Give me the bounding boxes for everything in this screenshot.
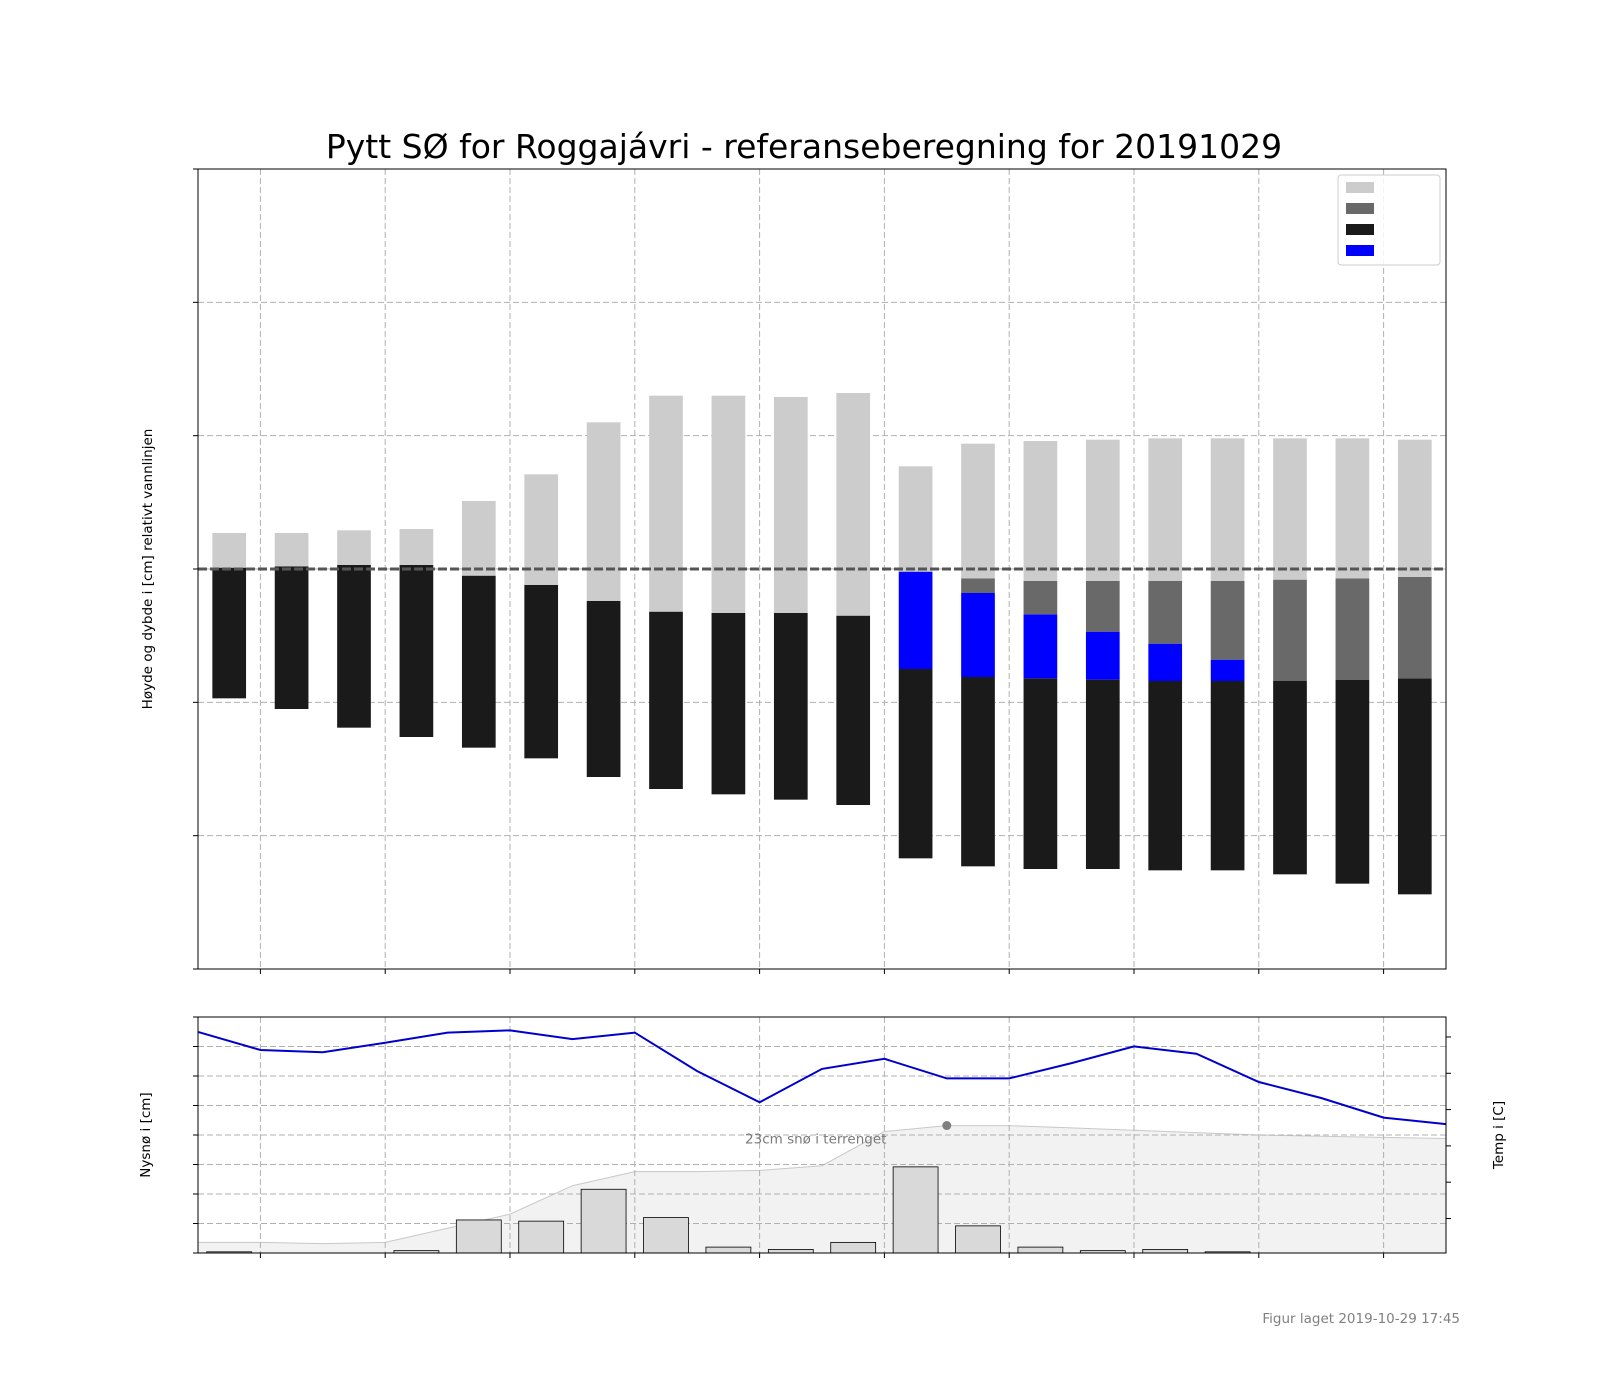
stalis-bar (461, 575, 496, 748)
lower-right-y-axis-ticks (1446, 1036, 1451, 1220)
snowfall-bar (892, 1166, 939, 1254)
snowfall-bar (705, 1246, 752, 1254)
snow-bar (399, 529, 434, 565)
footer-timestamp: Figur laget 2019-10-29 17:45 (1262, 1311, 1460, 1327)
sorpeis-bar (961, 578, 995, 593)
snowfall-bar (643, 1217, 689, 1254)
snow-bar (461, 501, 496, 576)
stalis-bar (524, 585, 559, 759)
stalis-bar (1210, 681, 1245, 871)
snowfall-bar (767, 1249, 814, 1254)
legend-swatch-sorpe (1346, 245, 1374, 256)
snowfall-bar (1017, 1246, 1064, 1254)
stalis-bar (1397, 678, 1432, 895)
lower-right-y-axis-label: Temp i [C] (1491, 1101, 1507, 1170)
snow-bar (649, 395, 683, 612)
sorpeis-bar (1085, 581, 1120, 632)
snowfall-bar (955, 1225, 1001, 1254)
snow-bar (212, 533, 247, 568)
temperature-line (197, 1029, 1447, 1126)
main-y-axis-label: Høyde og dybde i [cm] relativt vannlinje… (140, 429, 156, 710)
snow-bar (337, 530, 371, 565)
sorpe-bar (1148, 643, 1183, 681)
legend-swatch-stalis (1346, 224, 1374, 235)
stalis-bar (1148, 681, 1183, 871)
stalis-bar (337, 565, 371, 728)
sorpeis-bar (1023, 581, 1058, 615)
sorpe-bar (1085, 631, 1120, 680)
snow-bar (1273, 438, 1307, 580)
terrain-snow-marker (942, 1121, 952, 1131)
stalis-bar (1273, 681, 1307, 875)
terrain-snow-line (198, 1125, 1447, 1245)
snowfall-bar (455, 1219, 502, 1254)
sorpe-bar (961, 593, 995, 677)
lower-y-axis-label: Nysnø i [cm] (138, 1092, 154, 1177)
lower-grid (198, 1017, 1446, 1253)
snow-bar (773, 397, 808, 613)
snow-bar (1210, 438, 1245, 581)
lower-y-axis-ticks (193, 1016, 198, 1254)
legend-swatch-sorpeis (1346, 203, 1374, 214)
stalis-bar (836, 615, 871, 805)
snowfall-bar (1142, 1249, 1189, 1254)
snowfall-bar (580, 1188, 627, 1254)
stalis-bar (649, 611, 683, 789)
legend (1337, 174, 1441, 266)
sorpe-bar (1023, 614, 1058, 679)
snow-bar (711, 395, 746, 613)
legend-swatch-sno (1346, 182, 1374, 193)
chart-title: Pytt SØ for Roggajávri - referanseberegn… (326, 127, 1282, 166)
snow-bar (898, 466, 933, 572)
sorpe-bar (898, 571, 933, 669)
lower-x-axis-ticks (259, 1253, 1385, 1258)
stalis-bar (1335, 679, 1370, 884)
sorpeis-bar (1273, 579, 1307, 681)
snowfall-bar (830, 1241, 877, 1254)
snowfall-bars (206, 1166, 1251, 1254)
snow-bar (586, 422, 621, 601)
stalis-bar (212, 567, 247, 699)
stalis-bar (586, 601, 621, 777)
stalis-bar (399, 565, 434, 737)
stalis-bar (1085, 679, 1120, 869)
main-bars (212, 393, 1432, 895)
snow-bar (274, 533, 309, 567)
snowfall-bar (518, 1220, 565, 1254)
main-x-axis-ticks (259, 969, 1385, 974)
sorpeis-bar (1397, 577, 1432, 679)
temperature-series (197, 1029, 1447, 1126)
sorpeis-bar (1148, 581, 1183, 644)
snow-bar (1148, 438, 1183, 581)
snow-bar (836, 393, 871, 616)
legend-frame (1337, 174, 1441, 266)
stalis-bar (773, 613, 808, 800)
stalis-bar (711, 613, 746, 795)
snow-bar (1085, 439, 1120, 581)
snow-bar (1023, 441, 1058, 581)
sorpeis-bar (1335, 578, 1370, 680)
stalis-bar (898, 669, 933, 859)
terrain-snow-label: 23cm snø i terrenget (745, 1131, 886, 1147)
snow-bar (1335, 438, 1370, 579)
snow-bar (524, 474, 559, 585)
stalis-bar (961, 677, 995, 867)
snow-bar (1397, 439, 1432, 577)
sorpe-bar (1210, 659, 1245, 681)
sorpeis-bar (1210, 581, 1245, 660)
stalis-bar (274, 566, 309, 709)
snow-bar (961, 443, 995, 579)
main-y-axis-ticks (193, 168, 198, 970)
stalis-bar (1023, 678, 1058, 869)
